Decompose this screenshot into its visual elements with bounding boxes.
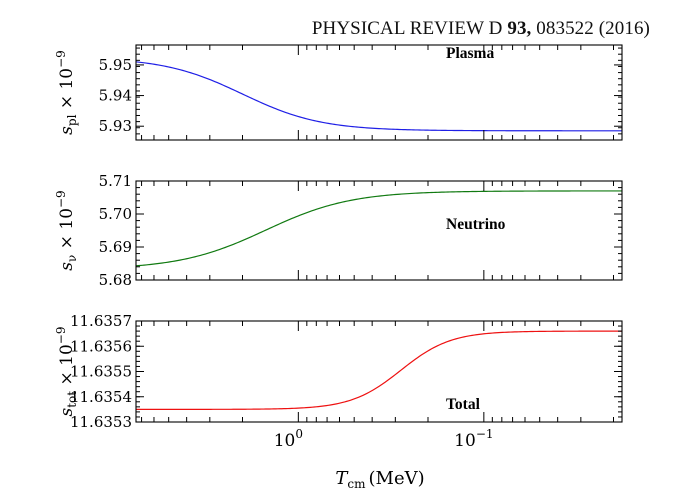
- x-tick-label: 100: [274, 427, 303, 451]
- plot-frame: [135, 44, 623, 141]
- y-tick-label: 5.95: [99, 56, 132, 74]
- journal-volume: 93,: [507, 18, 532, 39]
- y-tick-label: 5.69: [99, 238, 132, 256]
- panel-neutrino: 5.71 5.70 5.69 5.68 Neutrino sν × 10−9: [54, 172, 623, 289]
- plot-frame: [135, 320, 623, 423]
- panel-label: Total: [446, 396, 481, 413]
- y-tick-label: 11.6356: [70, 337, 132, 355]
- y-axis-label: sν × 10−9: [54, 190, 79, 270]
- y-tick-label: 11.6353: [70, 413, 132, 431]
- series-line-neutrino: [135, 190, 622, 267]
- series-line-total: [136, 330, 622, 410]
- x-tick-label: 10−1: [454, 427, 493, 451]
- panel-label: Plasma: [446, 45, 494, 62]
- y-tick-label: 5.93: [99, 117, 132, 135]
- y-axis-label: stot × 10−9: [54, 327, 79, 417]
- x-axis-label: Tcm (MeV): [335, 468, 424, 491]
- y-tick-label: 11.6357: [70, 312, 132, 330]
- panel-total: 11.6357 11.6356 11.6355 11.6354 11.6353 Total…: [54, 312, 623, 431]
- plot-frame: [135, 180, 623, 281]
- panel-label: Neutrino: [446, 216, 506, 233]
- y-tick-label: 5.94: [99, 87, 132, 105]
- y-tick-label: 11.6354: [70, 388, 132, 406]
- series-line-plasma: [135, 61, 622, 132]
- y-tick-label: 5.70: [99, 205, 132, 223]
- y-tick-label: 5.71: [99, 172, 132, 190]
- y-tick-label: 5.68: [99, 271, 132, 289]
- journal-header: PHYSICAL REVIEW D 93, 083522 (2016): [0, 18, 650, 40]
- panel-plasma: 5.95 5.94 5.93 Plasma spl × 10−9: [54, 44, 623, 141]
- y-axis-label: spl × 10−9: [54, 50, 79, 135]
- article-number: 083522 (2016): [536, 18, 650, 39]
- journal-name: PHYSICAL REVIEW D: [311, 18, 503, 39]
- y-tick-label: 11.6355: [70, 363, 132, 381]
